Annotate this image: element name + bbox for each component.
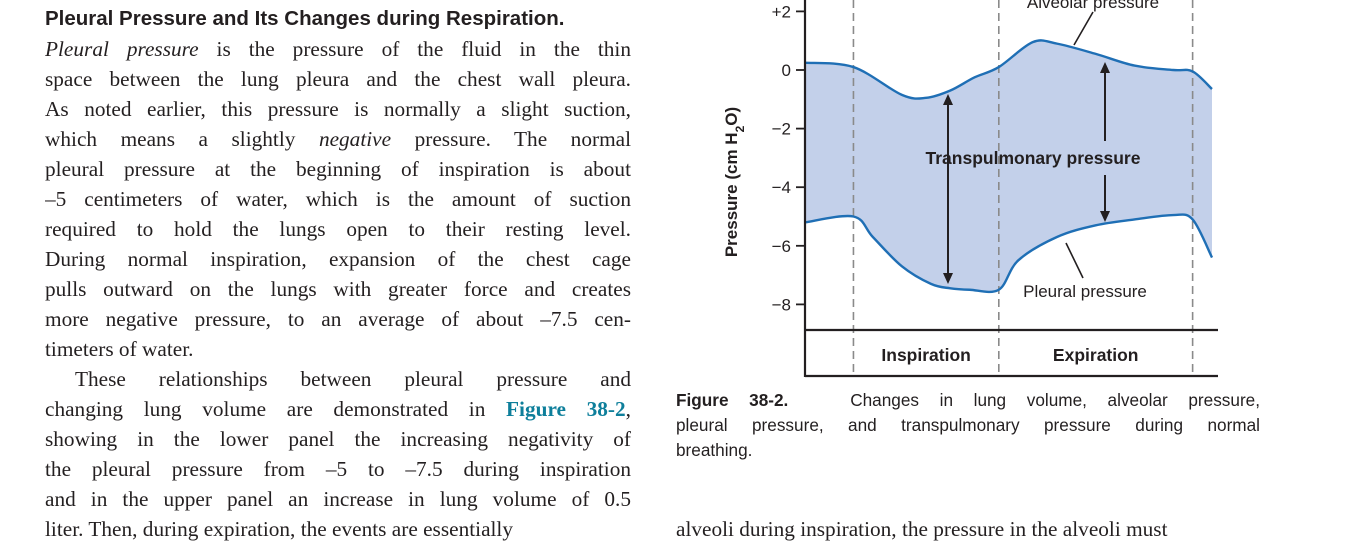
alveolar-leader-line [1073, 11, 1094, 46]
body-text-right-column: alveoli during inspiration, the pressure… [676, 517, 1168, 541]
arrowhead [1100, 211, 1110, 222]
caption-label: Figure 38-2. [676, 390, 789, 410]
y-tick-label: −2 [772, 120, 791, 139]
transpulmonary-fill [805, 40, 1212, 292]
paragraph-1-line: pleural pressure at the beginning of ins… [45, 157, 631, 181]
y-tick-label: +2 [772, 2, 791, 21]
pleural-pressure-label: Pleural pressure [1023, 282, 1147, 301]
paragraph-2-line: changing lung volume are demonstrated in… [45, 397, 631, 421]
paragraph-1-line: required to hold the lungs open to their… [45, 217, 631, 241]
caption-line-1: Figure 38-2. Changes in lung volume, alv… [676, 388, 1260, 413]
paragraph-1-line: During normal inspiration, expansion of … [45, 247, 631, 271]
section-heading: Pleural Pressure and Its Changes during … [45, 7, 565, 30]
transpulmonary-pressure-label: Transpulmonary pressure [926, 148, 1141, 168]
arrowhead [1100, 62, 1110, 73]
paragraph-2-line: and in the upper panel an increase in lu… [45, 487, 631, 511]
caption-text-1: Changes in lung volume, alveolar pressur… [850, 390, 1260, 410]
paragraph-2-line: These relationships between pleural pres… [75, 367, 631, 391]
alveolar-pressure-label: Alveolar pressure [1027, 0, 1159, 12]
y-tick-label: −8 [772, 295, 791, 314]
paragraph-2-line: showing in the lower panel the increasin… [45, 427, 631, 451]
paragraph-1-line: which means a slightly negative pressure… [45, 127, 631, 151]
y-axis-label-end: O) [722, 107, 741, 126]
paragraph-2-line: liter. Then, during expiration, the even… [45, 517, 514, 541]
y-tick-label: −6 [772, 237, 791, 256]
annotations: Transpulmonary pressure Alveolar pressure… [926, 0, 1160, 301]
paragraph-1-line: space between the lung pleura and the ch… [45, 67, 631, 91]
y-tick-label: 0 [782, 61, 791, 80]
figure-link[interactable]: Figure 38-2 [506, 397, 626, 421]
paragraph-1: Pleural pressure is the pressure of the … [45, 34, 631, 364]
phase-label-expiration: Expiration [1053, 345, 1139, 365]
paragraph-1-line: –5 centimeters of water, which is the am… [45, 187, 631, 211]
paragraph-2-line: the pleural pressure from –5 to –7.5 dur… [45, 457, 631, 481]
arrowhead [943, 273, 953, 284]
y-axis-label: Pressure (cm H2O) [722, 107, 747, 257]
paragraph-1-line: timeters of water. [45, 337, 194, 361]
caption-line-2: pleural pressure, and transpulmonary pre… [676, 415, 1260, 435]
y-tick-label: −4 [772, 178, 791, 197]
paragraph-1-line: more negative pressure, to an average of… [45, 307, 631, 331]
alveolar-pressure-line [804, 39, 1213, 100]
arrowhead [943, 94, 953, 105]
phase-boundary-lines [852, 0, 1194, 376]
phase-label-inspiration: Inspiration [881, 345, 970, 365]
pleural-pressure-line [804, 213, 1214, 294]
figure-caption: Figure 38-2. Changes in lung volume, alv… [676, 388, 1260, 463]
paragraph-1-line: Pleural pressure is the pressure of the … [45, 37, 631, 61]
caption-line-3: breathing. [676, 440, 753, 460]
series-lines [804, 39, 1214, 294]
pressure-chart: +2 0 −2 −4 −6 −8 Pressure (cm H2O) Inspiration E… [722, 0, 1218, 378]
y-axis-label-subscript: 2 [733, 125, 747, 132]
paragraph-1-line: As noted earlier, this pressure is norma… [45, 97, 631, 121]
pleural-leader-line [1065, 242, 1084, 279]
paragraph-1-line: pulls outward on the lungs with greater … [45, 277, 631, 301]
paragraph-2: These relationships between pleural pres… [45, 364, 631, 544]
transpulmonary-area [805, 40, 1212, 292]
body-text-left-column: Pleural Pressure and Its Changes during … [45, 4, 631, 544]
